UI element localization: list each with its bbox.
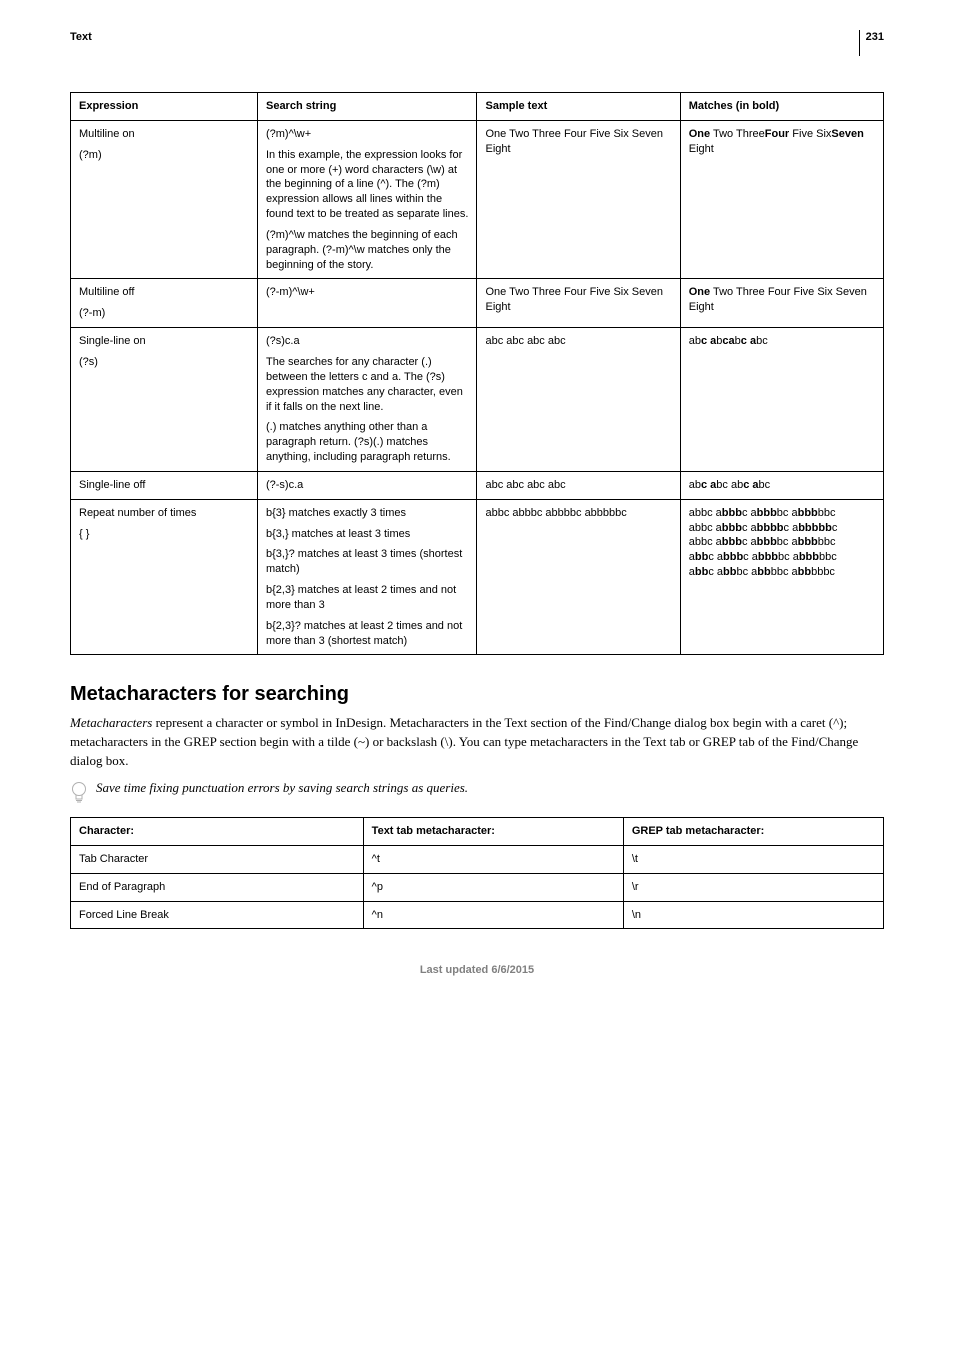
expression-line: { } (79, 527, 249, 542)
search-paragraph: b{3} matches exactly 3 times (266, 506, 469, 521)
cell-character: End of Paragraph (71, 873, 364, 901)
col-search-string: Search string (257, 93, 477, 121)
search-paragraph: b{3,} matches at least 3 times (266, 527, 469, 542)
cell-matches: One Two Three Four Five Six Seven Eight (680, 279, 883, 328)
cell-expression: Multiline off (?-m) (71, 279, 258, 328)
cell-expression: Repeat number of times { } (71, 499, 258, 655)
cell-character: Tab Character (71, 845, 364, 873)
search-intro: (?-m)^\w+ (266, 285, 469, 300)
cell-search-string: (?m)^\w+ In this example, the expression … (257, 120, 477, 279)
col-grep-tab: GREP tab metacharacter: (623, 818, 883, 846)
expression-line: Single-line off (79, 478, 249, 493)
cell-grep-tab: \t (623, 845, 883, 873)
table-row: Multiline on (?m) (?m)^\w+ In this example,… (71, 120, 884, 279)
search-paragraph: The searches for any character (.) betwe… (266, 355, 469, 414)
expression-line: Repeat number of times (79, 506, 249, 521)
search-paragraph: b{3,}? matches at least 3 times (shortes… (266, 547, 469, 577)
table-row: Multiline off (?-m) (?-m)^\w+ One Two Three… (71, 279, 884, 328)
cell-sample-text: One Two Three Four Five Six Seven Eight (477, 279, 680, 328)
cell-expression: Single-line on (?s) (71, 328, 258, 472)
page-header: Text 231 (70, 30, 884, 56)
cell-grep-tab: \n (623, 901, 883, 929)
cell-sample-text: abc abc abc abc (477, 471, 680, 499)
section-label: Text (70, 30, 92, 45)
cell-grep-tab: \r (623, 873, 883, 901)
table-header-row: Character: Text tab metacharacter: GREP … (71, 818, 884, 846)
expression-table: Expression Search string Sample text Mat… (70, 92, 884, 655)
search-paragraph: b{2,3} matches at least 2 times and not … (266, 583, 469, 613)
footer-last-updated: Last updated 6/6/2015 (70, 963, 884, 978)
table-row: Tab Character^t\t (71, 845, 884, 873)
table-row: Repeat number of times { } b{3} matches ex… (71, 499, 884, 655)
lightbulb-icon (70, 781, 88, 803)
table-row: Single-line off (?-s)c.a abc abc abc abcab… (71, 471, 884, 499)
search-paragraph: In this example, the expression looks fo… (266, 148, 469, 222)
col-expression: Expression (71, 93, 258, 121)
page-number: 231 (866, 30, 884, 45)
tip-text: Save time fixing punctuation errors by s… (96, 779, 468, 797)
col-text-tab: Text tab metacharacter: (363, 818, 623, 846)
col-matches: Matches (in bold) (680, 93, 883, 121)
cell-character: Forced Line Break (71, 901, 364, 929)
search-intro: (?-s)c.a (266, 478, 469, 493)
cell-text-tab: ^p (363, 873, 623, 901)
cell-search-string: (?-m)^\w+ (257, 279, 477, 328)
cell-sample-text: abc abc abc abc (477, 328, 680, 472)
col-sample-text: Sample text (477, 93, 680, 121)
cell-matches: abbc abbbc abbbbc abbbbbcabbc abbbc abbb… (680, 499, 883, 655)
table-header-row: Expression Search string Sample text Mat… (71, 93, 884, 121)
cell-search-string: (?s)c.a The searches for any character (.… (257, 328, 477, 472)
cell-expression: Multiline on (?m) (71, 120, 258, 279)
metacharacter-table: Character: Text tab metacharacter: GREP … (70, 817, 884, 929)
search-paragraph: (.) matches anything other than a paragr… (266, 420, 469, 465)
body-paragraph: Metacharacters represent a character or … (70, 714, 884, 771)
search-intro: (?m)^\w+ (266, 127, 469, 142)
page: Text 231 Expression Search string Sample… (0, 0, 954, 1018)
expression-line: Multiline on (79, 127, 249, 142)
search-intro: (?s)c.a (266, 334, 469, 349)
expression-line: Single-line on (79, 334, 249, 349)
search-paragraph: (?m)^\w matches the beginning of each pa… (266, 228, 469, 273)
cell-matches: One Two ThreeFour Five SixSeven Eight (680, 120, 883, 279)
cell-matches: abc abcabc abc (680, 328, 883, 472)
expression-line: (?m) (79, 148, 249, 163)
cell-expression: Single-line off (71, 471, 258, 499)
col-character: Character: (71, 818, 364, 846)
page-number-block: 231 (859, 30, 884, 56)
cell-text-tab: ^t (363, 845, 623, 873)
table-row: End of Paragraph^p\r (71, 873, 884, 901)
table-row: Forced Line Break^n\n (71, 901, 884, 929)
expression-line: Multiline off (79, 285, 249, 300)
cell-search-string: (?-s)c.a (257, 471, 477, 499)
table-row: Single-line on (?s) (?s)c.a The searches fo… (71, 328, 884, 472)
cell-matches: abc abc abc abc (680, 471, 883, 499)
cell-text-tab: ^n (363, 901, 623, 929)
section-heading: Metacharacters for searching (70, 681, 884, 708)
search-paragraph: b{2,3}? matches at least 2 times and not… (266, 619, 469, 649)
cell-sample-text: One Two Three Four Five Six Seven Eight (477, 120, 680, 279)
expression-line: (?-m) (79, 306, 249, 321)
cell-search-string: b{3} matches exactly 3 times b{3,} matche… (257, 499, 477, 655)
tip: Save time fixing punctuation errors by s… (70, 781, 884, 803)
cell-sample-text: abbc abbbc abbbbc abbbbbc (477, 499, 680, 655)
expression-line: (?s) (79, 355, 249, 370)
